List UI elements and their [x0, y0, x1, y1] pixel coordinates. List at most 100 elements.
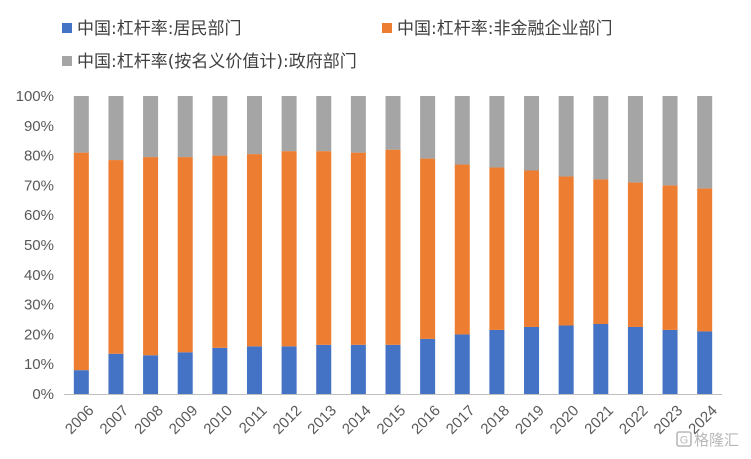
bar-segment-series-3 — [593, 96, 609, 180]
bar-segment-series-3 — [662, 96, 678, 186]
bar-segment-series-1 — [212, 347, 228, 394]
x-tick-label: 2006 — [62, 402, 98, 438]
bar-segment-series-1 — [420, 338, 436, 394]
bar-segment-series-3 — [350, 96, 366, 153]
x-tick-label: 2011 — [236, 402, 271, 437]
x-tick-label: 2020 — [547, 402, 583, 438]
bar-segment-series-1 — [316, 344, 332, 394]
y-tick-label: 90% — [24, 118, 54, 135]
bar-segment-series-3 — [420, 96, 436, 159]
legend-label: 中国:杠杆率:非金融企业部门 — [397, 19, 612, 39]
x-tick-label: 2022 — [616, 402, 652, 438]
y-tick-label: 100% — [16, 88, 54, 105]
legend-swatch — [62, 56, 72, 66]
bar-segment-series-1 — [246, 346, 262, 394]
bar-segment-series-3 — [177, 96, 193, 158]
bar-segment-series-1 — [524, 326, 540, 394]
bar-segment-series-3 — [697, 96, 713, 189]
x-tick-label: 2008 — [131, 402, 167, 438]
svg-text:G: G — [680, 435, 689, 447]
bar-segment-series-3 — [108, 96, 124, 161]
bar-segment-series-2 — [143, 157, 159, 356]
watermark-text: 格隆汇 — [694, 431, 739, 449]
bar-segment-series-1 — [697, 331, 713, 394]
x-tick-label: 2012 — [270, 402, 306, 438]
bar-segment-series-2 — [350, 152, 366, 345]
bar-segment-series-3 — [454, 96, 470, 165]
bars — [73, 96, 713, 394]
bar-segment-series-3 — [212, 96, 228, 156]
legend: 中国:杠杆率:居民部门 中国:杠杆率:非金融企业部门中国:杠杆率(按名义价值计):… — [62, 19, 612, 72]
bar-segment-series-1 — [489, 329, 505, 394]
x-tick-label: 2014 — [339, 402, 375, 438]
bar-segment-series-2 — [558, 176, 574, 326]
bar-segment-series-2 — [281, 151, 297, 347]
bar-segment-series-2 — [489, 167, 505, 330]
y-tick-label: 50% — [24, 237, 54, 254]
bar-segment-series-1 — [593, 323, 609, 394]
bar-segment-series-1 — [385, 344, 401, 394]
x-tick-label: 2010 — [200, 402, 236, 438]
bar-segment-series-3 — [246, 96, 262, 155]
x-tick-label: 2009 — [166, 402, 202, 438]
legend-label: 中国:杠杆率:居民部门 — [77, 19, 241, 39]
bar-segment-series-2 — [524, 170, 540, 327]
x-tick-label: 2015 — [374, 402, 410, 438]
bar-segment-series-3 — [281, 96, 297, 152]
x-axis: 2006 2007 2008 2009 2010 2011 2012 2013 2014 2015… — [62, 394, 722, 438]
bar-segment-series-2 — [316, 151, 332, 345]
bar-segment-series-2 — [420, 158, 436, 339]
x-tick-label: 2021 — [581, 402, 617, 438]
y-tick-label: 0% — [32, 386, 54, 403]
bar-segment-series-1 — [662, 329, 678, 394]
bar-segment-series-1 — [454, 334, 470, 394]
bar-segment-series-1 — [281, 346, 297, 394]
x-tick-label: 2016 — [408, 402, 444, 438]
y-tick-label: 70% — [24, 177, 54, 194]
bar-segment-series-2 — [212, 155, 228, 348]
bar-segment-series-2 — [246, 154, 262, 347]
y-tick-label: 40% — [24, 267, 54, 284]
bar-segment-series-2 — [108, 160, 124, 354]
gelonghui-logo-icon: G — [676, 431, 692, 447]
y-axis: 0% 10% 20% 30% 40% 50% 60% 70% 80% 90% 100% — [16, 88, 54, 403]
bar-segment-series-3 — [558, 96, 574, 177]
x-tick-label: 2018 — [477, 402, 513, 438]
bar-segment-series-1 — [627, 326, 643, 394]
bar-segment-series-3 — [489, 96, 505, 168]
y-tick-label: 80% — [24, 148, 54, 165]
bar-segment-series-1 — [350, 344, 366, 394]
bar-segment-series-2 — [454, 164, 470, 335]
bar-segment-series-1 — [108, 353, 124, 394]
bar-segment-series-3 — [524, 96, 540, 171]
bar-segment-series-2 — [177, 157, 193, 353]
x-tick-label: 2007 — [97, 402, 133, 438]
x-tick-label: 2019 — [512, 402, 548, 438]
bar-segment-series-2 — [662, 185, 678, 330]
y-tick-label: 20% — [24, 326, 54, 343]
bar-segment-series-2 — [593, 179, 609, 324]
y-tick-label: 60% — [24, 207, 54, 224]
bar-segment-series-2 — [385, 149, 401, 345]
watermark: G 格隆汇 — [676, 431, 739, 449]
legend-swatch — [62, 23, 72, 33]
bar-segment-series-3 — [385, 96, 401, 150]
bar-segment-series-3 — [143, 96, 159, 158]
bar-segment-series-3 — [316, 96, 332, 152]
bar-segment-series-2 — [73, 152, 89, 371]
legend-swatch — [382, 23, 392, 33]
bar-segment-series-3 — [627, 96, 643, 183]
y-tick-label: 30% — [24, 297, 54, 314]
bar-segment-series-2 — [627, 182, 643, 327]
bar-segment-series-2 — [697, 188, 713, 332]
bar-segment-series-3 — [73, 96, 89, 153]
x-tick-label: 2017 — [443, 402, 479, 438]
x-tick-label: 2013 — [304, 402, 340, 438]
legend-label: 中国:杠杆率(按名义价值计):政府部门 — [77, 52, 357, 72]
bar-segment-series-1 — [177, 352, 193, 394]
bar-segment-series-1 — [558, 325, 574, 394]
bar-segment-series-1 — [73, 370, 89, 394]
y-tick-label: 10% — [24, 356, 54, 373]
bar-segment-series-1 — [143, 355, 159, 394]
